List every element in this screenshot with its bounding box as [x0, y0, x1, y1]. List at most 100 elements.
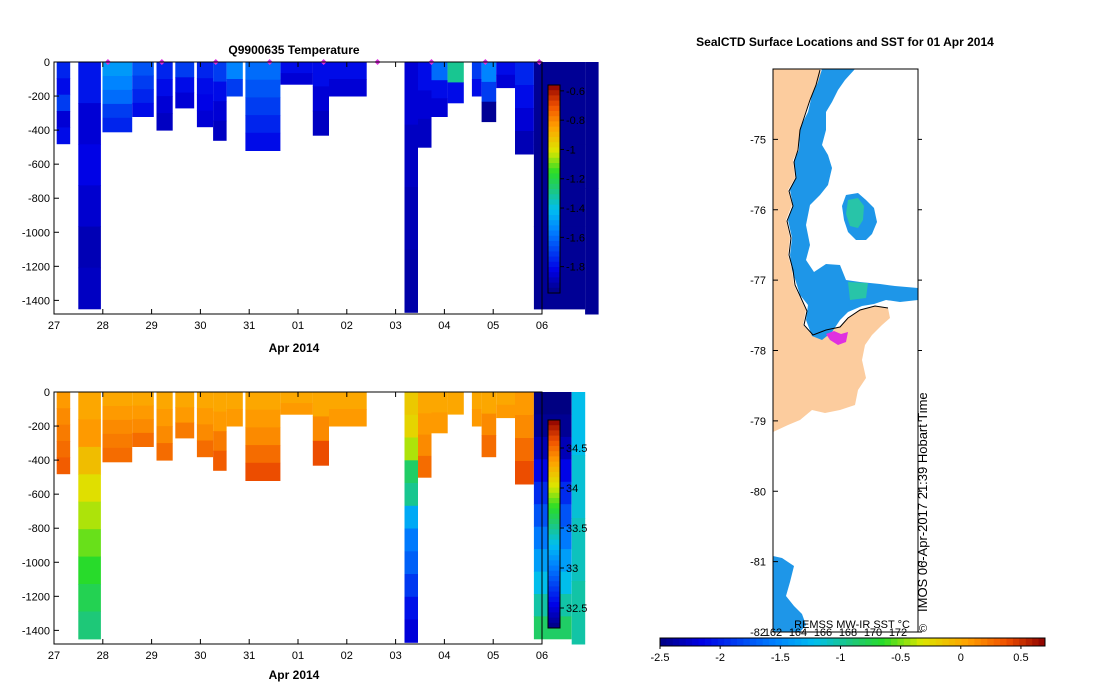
temp-profile-13-cell-0	[404, 62, 418, 126]
temp-profile-10-cell-0	[280, 62, 313, 74]
sal-colorbar-band-18	[548, 513, 560, 520]
temp-ytick-label-3: -600	[28, 159, 50, 171]
sal-colorbar-band-1	[548, 425, 560, 431]
sal-profile-9-cell-0	[245, 392, 281, 411]
sal-profile-14-cell-2	[418, 434, 432, 457]
sal-colorbar-band-9	[548, 466, 560, 473]
sal-colorbar-band-39	[548, 622, 560, 629]
map-lat-label-0: -75	[750, 134, 766, 146]
sal-colorbar-band-26	[548, 555, 560, 561]
temp-profile-13-cell-1	[404, 124, 418, 188]
sal-xtick-label-0: 27	[48, 650, 60, 662]
temp-colorbar-band-24	[548, 209, 560, 216]
temp-xtick-label-10: 06	[536, 320, 548, 332]
temp-colorbar-band-17	[548, 173, 560, 180]
temp-ytick-label-2: -400	[28, 125, 50, 137]
sst-colorbar-band-5	[692, 638, 699, 646]
sst-colorbar-band-43	[935, 638, 943, 646]
salinity-xlabel: Apr 2014	[269, 668, 320, 682]
sal-colorbar-band-32	[548, 586, 560, 593]
sst-colorbar-band-1	[666, 638, 674, 646]
sal-colorbar-label-1: 34	[566, 483, 578, 495]
sal-profile-13-cell-8	[404, 574, 418, 598]
sst-colorbar-band-2	[672, 638, 680, 646]
map-lat-label-1: -76	[750, 205, 766, 217]
sal-profile-1-cell-5	[78, 529, 101, 558]
sal-profile-21-cell-0	[533, 392, 572, 415]
temp-profile-5-cell-1	[175, 77, 195, 94]
temp-profile-3-cell-1	[132, 75, 154, 90]
sal-profile-22-cell-1	[571, 455, 586, 519]
sal-colorbar-band-14	[548, 492, 560, 499]
sal-colorbar-band-10	[548, 472, 560, 478]
sal-profile-17-cell-0	[471, 392, 482, 410]
sal-xtick-label-5: 01	[292, 650, 304, 662]
map-title: SealCTD Surface Locations and SST for 01…	[696, 35, 994, 49]
temp-profile-18-cell-2	[481, 101, 497, 123]
temp-colorbar-label-5: -1.6	[566, 232, 585, 244]
temp-profile-7-cell-3	[213, 120, 227, 141]
sst-colorbar-band-10	[724, 638, 732, 646]
sal-xtick-label-10: 06	[536, 650, 548, 662]
sst-colorbar-band-54	[1006, 638, 1014, 646]
sal-profile-10-cell-1	[280, 403, 313, 415]
sst-colorbar-band-38	[903, 638, 911, 646]
sal-profile-5-cell-0	[175, 392, 195, 408]
sal-colorbar-band-6	[548, 451, 560, 457]
sal-ytick-label-7: -1400	[22, 625, 50, 637]
temp-profile-3-cell-2	[132, 89, 154, 104]
temp-profile-5-cell-2	[175, 92, 195, 109]
sal-profile-20-cell-3	[515, 461, 534, 485]
temp-profile-1-cell-4	[78, 226, 101, 269]
sst-map-panel: SealCTD Surface Locations and SST for 01…	[651, 35, 1046, 664]
sst-colorbar-band-32	[865, 638, 873, 646]
sal-colorbar-band-3	[548, 435, 560, 442]
sal-ytick-label-5: -1000	[22, 557, 50, 569]
sal-colorbar-label-4: 32.5	[566, 603, 587, 615]
sal-xtick-label-3: 30	[194, 650, 206, 662]
sst-colorbar-band-48	[968, 638, 975, 646]
sal-profile-4-cell-3	[156, 443, 173, 461]
sst-colorbar-band-21	[794, 638, 802, 646]
sst-colorbar-band-4	[685, 638, 693, 646]
sal-colorbar-label-0: 34.5	[566, 443, 587, 455]
sal-profile-12-cell-0	[329, 392, 367, 410]
temp-profile-9-cell-0	[245, 62, 281, 81]
sst-colorbar-band-35	[884, 638, 892, 646]
sst-colorbar-band-55	[1012, 638, 1020, 646]
sst-colorbar-band-6	[698, 638, 706, 646]
sal-colorbar-band-17	[548, 508, 560, 515]
sal-profile-20-cell-1	[515, 415, 534, 439]
sst-colorbar-band-39	[910, 638, 918, 646]
temp-profile-9-cell-3	[245, 115, 281, 134]
map-land	[773, 69, 890, 432]
sal-profile-7-cell-0	[213, 392, 227, 413]
sal-profile-11-cell-1	[312, 416, 329, 442]
sal-colorbar-band-20	[548, 524, 560, 530]
temp-colorbar-band-3	[548, 100, 560, 107]
temp-profile-12-cell-0	[329, 62, 367, 80]
sst-colorbar-title: REMSS MW-IR SST °C	[794, 619, 910, 631]
temp-profile-3-cell-3	[132, 102, 154, 117]
sal-profile-13-cell-9	[404, 596, 418, 621]
sst-colorbar-band-41	[923, 638, 930, 646]
sal-xtick-label-9: 05	[487, 650, 499, 662]
temp-profile-14-cell-2	[418, 118, 432, 148]
sal-xtick-label-1: 28	[97, 650, 109, 662]
temp-profile-4-cell-0	[156, 62, 173, 80]
sst-colorbar-band-26	[826, 638, 834, 646]
sal-profile-7-cell-3	[213, 450, 227, 471]
temp-xtick-label-3: 30	[194, 320, 206, 332]
sal-profile-6-cell-1	[196, 408, 214, 425]
sal-profile-13-cell-2	[404, 437, 418, 461]
sst-colorbar-label-0: -2.5	[651, 652, 670, 664]
temp-profile-3-cell-0	[132, 62, 154, 77]
sal-profile-16-cell-0	[447, 392, 464, 415]
temp-xtick-label-8: 04	[438, 320, 450, 332]
sal-colorbar-label-3: 33	[566, 563, 578, 575]
temp-colorbar-band-0	[548, 85, 560, 91]
sal-profile-13-cell-6	[404, 528, 418, 552]
map-lat-label-7: -82	[750, 627, 766, 639]
temp-profile-6-cell-3	[196, 110, 214, 128]
sst-colorbar-label-3: -1	[836, 652, 846, 664]
